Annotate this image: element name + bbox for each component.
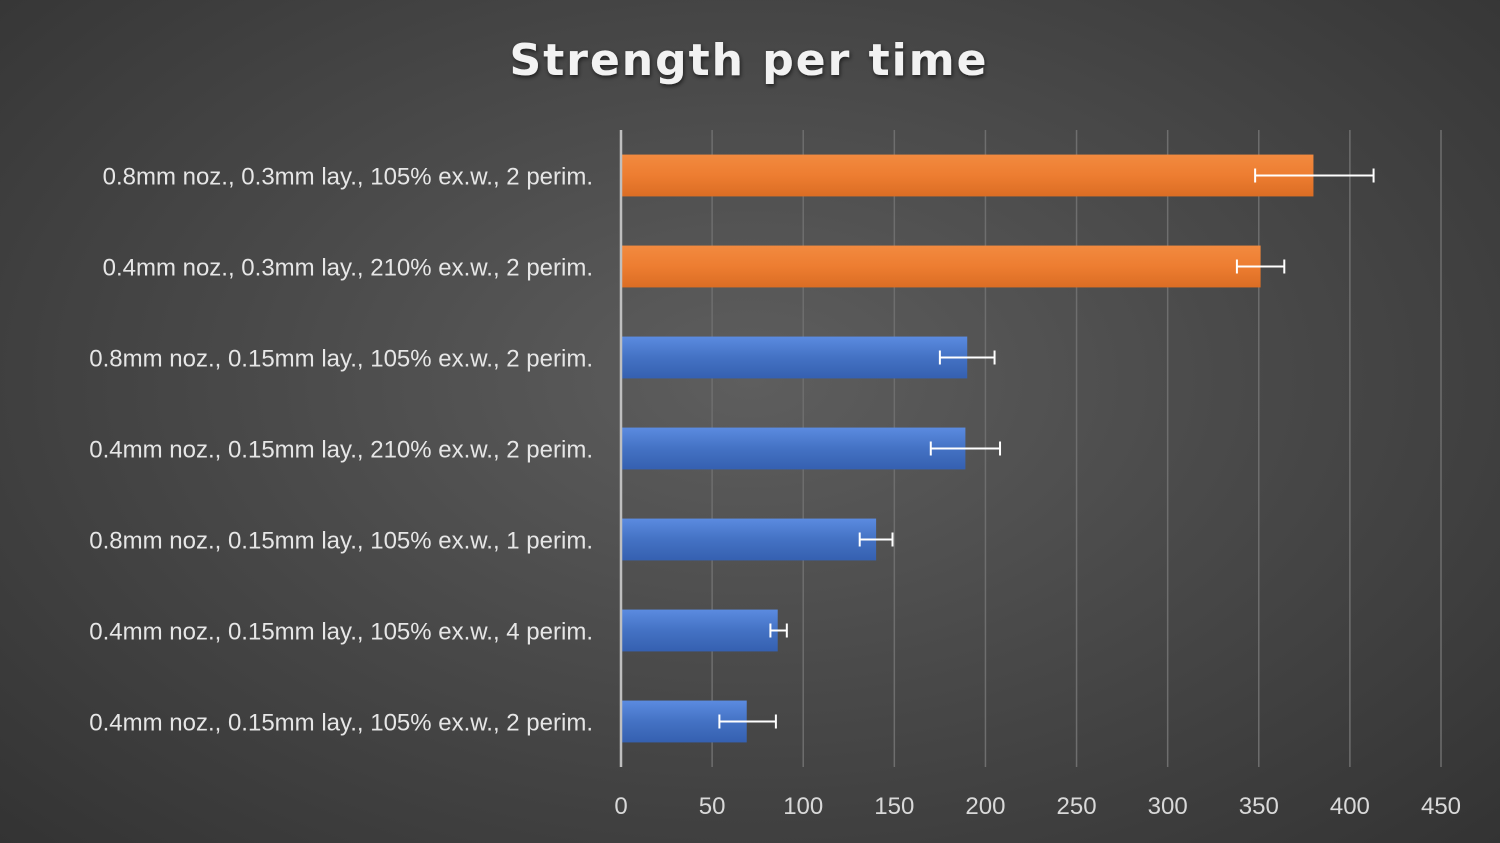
x-tick-label: 250 xyxy=(1057,793,1097,820)
error-bar xyxy=(1254,168,1375,183)
bar xyxy=(621,245,1261,288)
error-bar xyxy=(718,714,777,729)
x-tick-label: 150 xyxy=(874,793,914,820)
error-bars xyxy=(718,168,1375,729)
category-label: 0.8mm noz., 0.3mm lay., 105% ex.w., 2 pe… xyxy=(103,164,593,191)
error-bar xyxy=(1235,259,1286,274)
x-axis-tick-labels: 0 50 100 150 200 250 300 350 400 450 xyxy=(614,793,1461,820)
gridlines xyxy=(711,130,1442,767)
category-label: 0.8mm noz., 0.15mm lay., 105% ex.w., 1 p… xyxy=(89,528,593,555)
x-tick-label: 200 xyxy=(965,793,1005,820)
bar xyxy=(621,336,968,379)
chart-title: Strength per time xyxy=(510,35,989,86)
category-label: 0.4mm noz., 0.15mm lay., 105% ex.w., 4 p… xyxy=(89,619,593,646)
category-label: 0.4mm noz., 0.3mm lay., 210% ex.w., 2 pe… xyxy=(103,255,593,282)
x-tick-label: 350 xyxy=(1239,793,1279,820)
bar xyxy=(621,427,966,470)
x-tick-label: 50 xyxy=(699,793,726,820)
bar xyxy=(621,154,1314,197)
error-bar xyxy=(929,441,1002,456)
x-tick-label: 0 xyxy=(614,793,627,820)
x-tick-label: 100 xyxy=(783,793,823,820)
bar xyxy=(621,518,877,561)
bars xyxy=(621,154,1314,743)
bar xyxy=(621,609,778,652)
x-tick-label: 300 xyxy=(1148,793,1188,820)
x-tick-label: 400 xyxy=(1330,793,1370,820)
error-bar xyxy=(769,623,788,638)
category-label: 0.4mm noz., 0.15mm lay., 210% ex.w., 2 p… xyxy=(89,437,593,464)
x-tick-label: 450 xyxy=(1421,793,1461,820)
error-bar xyxy=(858,532,894,547)
category-label: 0.4mm noz., 0.15mm lay., 105% ex.w., 2 p… xyxy=(89,710,593,737)
category-labels: 0.8mm noz., 0.3mm lay., 105% ex.w., 2 pe… xyxy=(89,164,593,737)
error-bar xyxy=(938,350,996,365)
category-label: 0.8mm noz., 0.15mm lay., 105% ex.w., 2 p… xyxy=(89,346,593,373)
